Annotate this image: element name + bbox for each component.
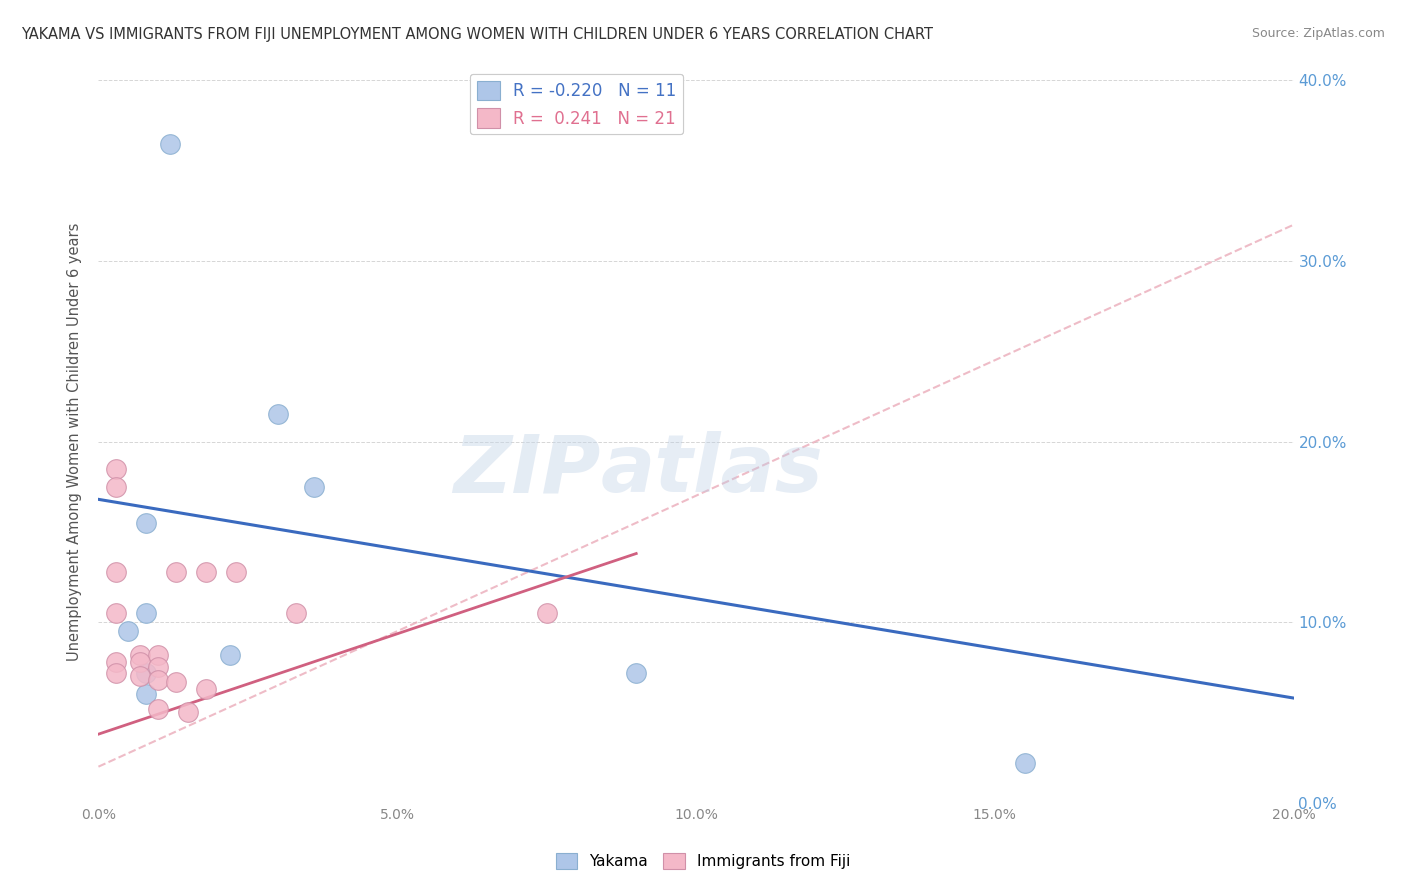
Text: atlas: atlas <box>600 432 823 509</box>
Point <box>1014 756 1036 770</box>
Point <box>148 648 170 662</box>
Point <box>267 408 290 422</box>
Point <box>105 665 128 680</box>
Point <box>177 706 200 720</box>
Point <box>195 681 218 696</box>
Point <box>159 136 181 151</box>
Point <box>105 606 128 620</box>
Point <box>148 673 170 687</box>
Point <box>105 565 128 579</box>
Point <box>195 565 218 579</box>
Legend: R = -0.220   N = 11, R =  0.241   N = 21: R = -0.220 N = 11, R = 0.241 N = 21 <box>470 74 683 135</box>
Point <box>117 624 139 639</box>
Point <box>129 655 152 669</box>
Point <box>148 660 170 674</box>
Point <box>135 516 157 530</box>
Point <box>105 655 128 669</box>
Legend: Yakama, Immigrants from Fiji: Yakama, Immigrants from Fiji <box>550 847 856 875</box>
Text: ZIP: ZIP <box>453 432 600 509</box>
Point <box>129 669 152 683</box>
Point <box>135 606 157 620</box>
Point <box>219 648 242 662</box>
Y-axis label: Unemployment Among Women with Children Under 6 years: Unemployment Among Women with Children U… <box>67 222 83 661</box>
Point <box>536 606 558 620</box>
Point <box>284 606 307 620</box>
Point <box>105 461 128 475</box>
Text: YAKAMA VS IMMIGRANTS FROM FIJI UNEMPLOYMENT AMONG WOMEN WITH CHILDREN UNDER 6 YE: YAKAMA VS IMMIGRANTS FROM FIJI UNEMPLOYM… <box>21 27 934 42</box>
Point <box>165 674 187 689</box>
Point <box>129 648 152 662</box>
Point <box>225 565 247 579</box>
Point <box>302 480 325 494</box>
Point <box>135 687 157 701</box>
Point <box>135 665 157 680</box>
Point <box>148 702 170 716</box>
Point <box>165 565 187 579</box>
Point <box>626 665 648 680</box>
Text: Source: ZipAtlas.com: Source: ZipAtlas.com <box>1251 27 1385 40</box>
Point <box>105 480 128 494</box>
